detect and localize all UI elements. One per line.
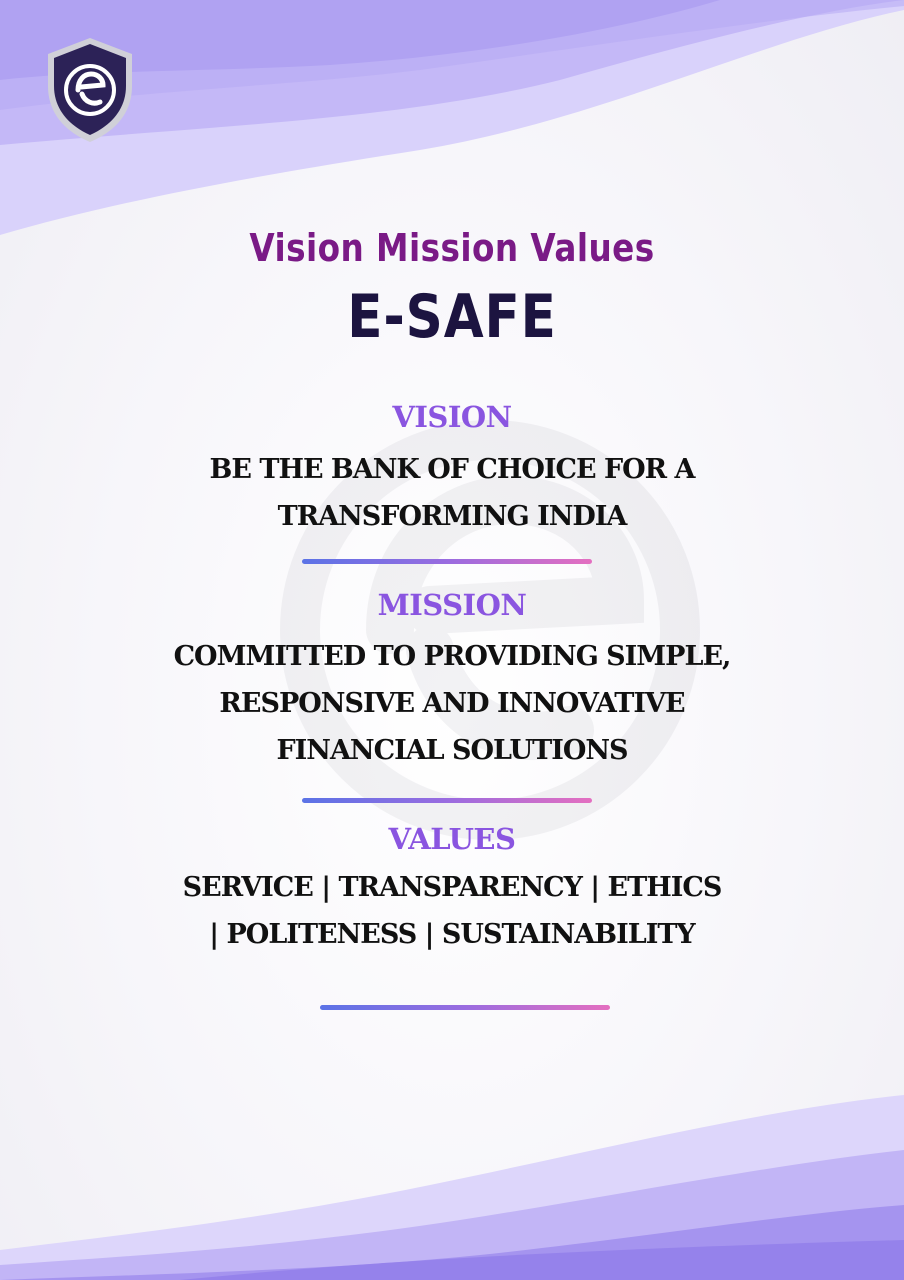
vision-text: BE THE BANK OF CHOICE FOR A TRANSFORMING… bbox=[0, 446, 904, 540]
e-watermark-icon bbox=[280, 420, 700, 840]
e-shield-logo-icon bbox=[48, 38, 132, 142]
values-text: SERVICE | TRANSPARENCY | ETHICS | POLITE… bbox=[0, 864, 904, 958]
mission-line: RESPONSIVE AND INNOVATIVE bbox=[219, 688, 685, 719]
mission-text: COMMITTED TO PROVIDING SIMPLE, RESPONSIV… bbox=[0, 633, 904, 774]
values-heading: VALUES bbox=[388, 822, 516, 856]
mission-line: COMMITTED TO PROVIDING SIMPLE, bbox=[173, 641, 732, 672]
vision-line: TRANSFORMING INDIA bbox=[277, 501, 628, 532]
section-divider bbox=[302, 559, 592, 564]
section-divider bbox=[302, 798, 592, 803]
values-line: SERVICE | TRANSPARENCY | ETHICS bbox=[182, 872, 723, 903]
vision-line: BE THE BANK OF CHOICE FOR A bbox=[209, 454, 696, 485]
vision-heading: VISION bbox=[392, 400, 512, 434]
page-title: Vision Mission Values bbox=[249, 226, 655, 270]
mission-heading: MISSION bbox=[377, 588, 527, 622]
values-line: | POLITENESS | SUSTAINABILITY bbox=[209, 919, 695, 950]
section-divider bbox=[320, 1005, 610, 1010]
mission-line: FINANCIAL SOLUTIONS bbox=[276, 735, 628, 766]
brand-name: E-SAFE bbox=[347, 282, 557, 352]
